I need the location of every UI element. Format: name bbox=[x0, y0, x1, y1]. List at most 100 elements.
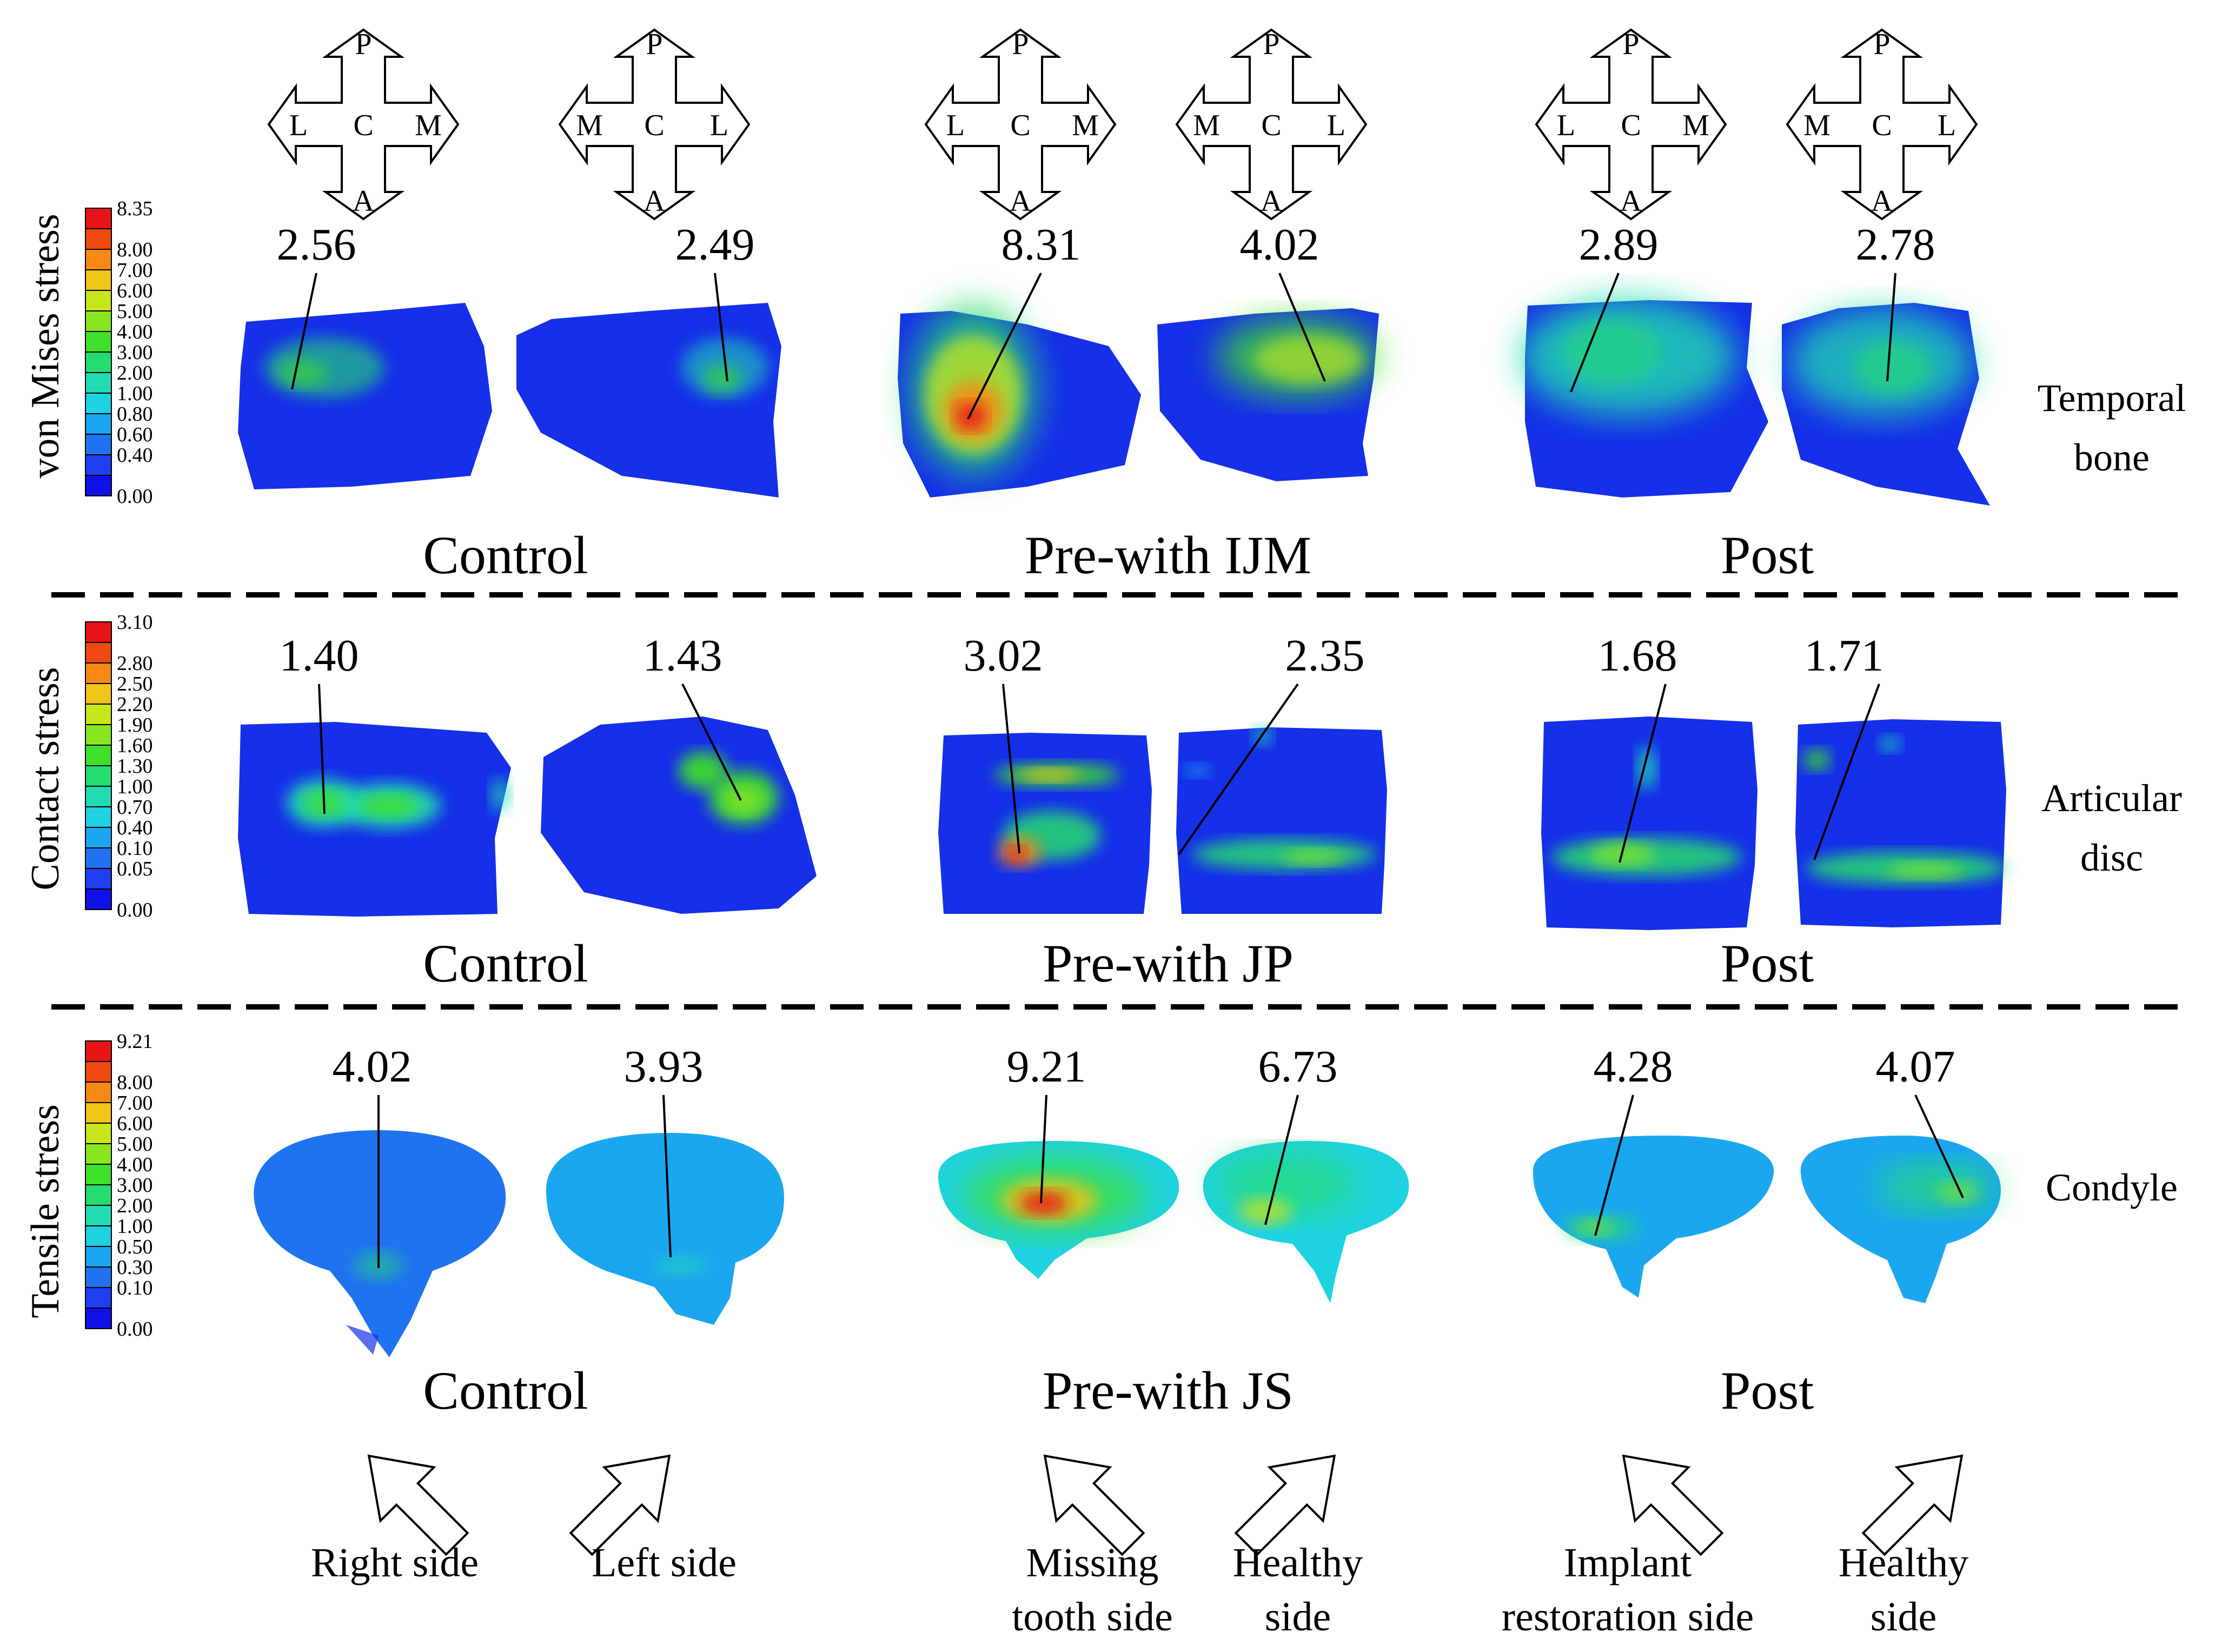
colorbar-tick-label: 2.80 bbox=[117, 652, 153, 675]
tissue-condyle-post-right bbox=[1533, 1136, 1774, 1298]
colorbar-swatch bbox=[85, 683, 112, 705]
colorbar-tick-label: 0.40 bbox=[117, 444, 153, 467]
colorbar-tick-label: 0.00 bbox=[117, 1318, 153, 1341]
side-label-implant-restoration: restoration side bbox=[1502, 1594, 1754, 1640]
side-label-healthy: side bbox=[1265, 1594, 1331, 1640]
measure-label-von-mises: von Mises stress bbox=[23, 214, 68, 478]
colorbar-swatch bbox=[85, 847, 112, 869]
side-label-implant-restoration: Implant bbox=[1564, 1540, 1692, 1585]
colorbar-swatch bbox=[85, 1123, 112, 1144]
peak-value-disc-control-left: 1.43 bbox=[643, 631, 722, 681]
tissue-condyle-control-right bbox=[254, 1130, 506, 1357]
colorbar-tick-label: 4.00 bbox=[117, 321, 153, 343]
compass-right-letter: L bbox=[1327, 109, 1345, 142]
tissue-label-temporal-bone: bone bbox=[2074, 436, 2150, 479]
colorbar-tick-label: 1.60 bbox=[117, 734, 153, 757]
compass-right-letter: M bbox=[1072, 109, 1099, 142]
colorbar-tick-label: 1.00 bbox=[117, 775, 153, 798]
colorbar-tick-label: 0.80 bbox=[117, 403, 153, 426]
peak-value-condyle-pre-left: 6.73 bbox=[1258, 1041, 1338, 1092]
colorbar-tick-label: 0.30 bbox=[117, 1256, 153, 1279]
leader-line bbox=[1264, 1094, 1299, 1225]
outline-arrow-shape bbox=[1234, 1454, 1336, 1556]
tissue-temporal-control-right bbox=[238, 303, 492, 489]
compass-center-letter: C bbox=[1010, 109, 1030, 142]
compass-rose: P C A M L bbox=[1175, 28, 1368, 221]
compass-right-letter: M bbox=[415, 109, 442, 142]
compass-bottom-letter: A bbox=[1261, 184, 1283, 218]
colorbar-tick-label: 0.40 bbox=[117, 817, 153, 839]
compass-right-letter: L bbox=[1938, 109, 1956, 142]
tissue-temporal-post-right bbox=[1520, 297, 1768, 497]
colorbar-swatch bbox=[85, 475, 112, 496]
side-label-right: Right side bbox=[311, 1540, 479, 1585]
row-temporal-bone: von Mises stress 8.358.007.006.005.004.0… bbox=[23, 197, 2186, 585]
colorbar-swatch bbox=[85, 827, 112, 848]
compass-top-letter: P bbox=[355, 28, 372, 61]
leader-line bbox=[1570, 273, 1620, 393]
tissue-temporal-pre-left bbox=[1157, 308, 1379, 481]
compass-rose-group: P C A L M P C A M L P C A L M P C A M bbox=[267, 28, 1978, 221]
colorbar-swatch bbox=[85, 310, 112, 332]
measure-label-contact-stress: Contact stress bbox=[23, 667, 68, 890]
side-indicators: Right side Left side Missing tooth side … bbox=[311, 1454, 1969, 1640]
colorbar-swatch bbox=[85, 290, 112, 311]
outline-arrow-icon bbox=[1622, 1454, 1724, 1556]
tissue-disc-pre-left bbox=[1176, 726, 1387, 914]
colorbar-swatch bbox=[85, 1102, 112, 1124]
compass-rose: P C A L M bbox=[1535, 28, 1727, 221]
tissue-temporal-pre-right bbox=[898, 303, 1141, 497]
compass-left-letter: M bbox=[1803, 109, 1830, 142]
side-label-missing-tooth: Missing bbox=[1026, 1540, 1159, 1585]
side-label-healthy: Healthy bbox=[1839, 1540, 1969, 1585]
colorbar-tick-label: 6.00 bbox=[117, 280, 153, 302]
peak-value-condyle-control-left: 3.93 bbox=[624, 1041, 704, 1092]
side-label-healthy: Healthy bbox=[1233, 1540, 1363, 1585]
side-label-left: Left side bbox=[592, 1540, 737, 1585]
colorbar-swatch bbox=[85, 228, 112, 250]
colorbar-swatch bbox=[85, 1225, 112, 1247]
compass-bottom-letter: A bbox=[1010, 184, 1032, 218]
colorbar-tick-label: 0.70 bbox=[117, 796, 153, 819]
colorbar-swatch bbox=[85, 1061, 112, 1083]
compass-rose: P C A L M bbox=[267, 28, 460, 221]
colorbar-tick-label: 2.00 bbox=[117, 1195, 153, 1217]
outline-arrow-icon bbox=[1861, 1454, 1964, 1556]
colorbar-tick-label: 0.10 bbox=[117, 1277, 153, 1299]
colorbar-tick-label: 2.20 bbox=[117, 693, 153, 716]
outline-arrow-shape bbox=[367, 1454, 469, 1556]
outline-arrow-shape bbox=[1861, 1454, 1964, 1556]
outline-arrow-icon bbox=[1234, 1454, 1336, 1556]
colorbar-swatch bbox=[85, 331, 112, 353]
colorbar-tick-label: 1.00 bbox=[117, 382, 153, 405]
group-label-pre: Pre-with IJM bbox=[1025, 525, 1312, 585]
compass-arrow-outline bbox=[924, 28, 1117, 221]
colorbar-tick-label: 1.00 bbox=[117, 1215, 153, 1238]
colorbar-tick-label: 7.00 bbox=[117, 259, 153, 282]
colorbar-von-mises: 8.35 8.007.006.005.004.003.002.001.000.80… bbox=[85, 197, 153, 508]
colorbar-swatch bbox=[85, 888, 112, 910]
colorbar-swatch bbox=[85, 372, 112, 394]
tissue-condyle-post-left bbox=[1800, 1136, 2001, 1303]
peak-value-temporal-pre-left: 4.02 bbox=[1240, 220, 1319, 270]
group-label-pre: Pre-with JS bbox=[1043, 1361, 1294, 1421]
compass-top-letter: P bbox=[1263, 28, 1279, 61]
compass-arrow-outline bbox=[267, 28, 460, 221]
leader-line bbox=[714, 273, 728, 382]
group-label-control: Control bbox=[423, 1361, 588, 1421]
tissue-condyle-pre-right bbox=[938, 1141, 1179, 1279]
peak-value-temporal-post-left: 2.78 bbox=[1856, 220, 1935, 270]
leader-line bbox=[291, 273, 317, 390]
tissue-label-articular-disc: Articular bbox=[2041, 777, 2182, 820]
compass-center-letter: C bbox=[353, 109, 373, 142]
peak-value-disc-pre-left: 2.35 bbox=[1285, 631, 1365, 681]
tissue-temporal-post-left bbox=[1782, 303, 1990, 506]
compass-bottom-letter: A bbox=[1871, 184, 1893, 218]
group-label-pre: Pre-with JP bbox=[1043, 933, 1294, 993]
colorbar-swatch bbox=[85, 1287, 112, 1309]
group-label-control: Control bbox=[423, 525, 588, 585]
peak-value-temporal-control-left: 2.49 bbox=[675, 220, 755, 270]
compass-center-letter: C bbox=[644, 109, 664, 142]
tissue-condyle-control-left bbox=[546, 1133, 784, 1325]
